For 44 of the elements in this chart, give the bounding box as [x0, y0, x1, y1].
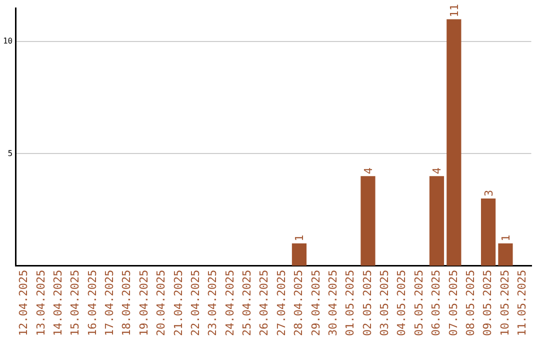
bar — [480, 198, 496, 266]
bar — [360, 176, 376, 266]
bar — [446, 19, 462, 266]
x-tick-label: 22.04.2025 — [188, 270, 202, 336]
x-tick-label: 06.05.2025 — [430, 270, 443, 336]
x-tick-label: 25.04.2025 — [240, 270, 254, 336]
x-tick-label: 07.05.2025 — [446, 270, 460, 336]
x-tick-label: 29.04.2025 — [309, 270, 322, 336]
data-label: 1 — [293, 234, 306, 242]
x-tick-label: 09.05.2025 — [481, 270, 494, 336]
bar — [429, 176, 444, 266]
x-tick-label: 16.04.2025 — [86, 270, 99, 336]
bar — [292, 243, 307, 266]
x-tick-label: 11.05.2025 — [516, 270, 529, 336]
x-tick-label: 14.04.2025 — [51, 270, 64, 336]
x-tick-label: 23.04.2025 — [206, 270, 220, 336]
x-tick-label: 27.04.2025 — [274, 270, 288, 336]
x-tick-label: 19.04.2025 — [137, 270, 150, 336]
data-label: 4 — [362, 167, 375, 174]
x-tick-label: 30.04.2025 — [326, 270, 340, 336]
y-tick-label: 10 — [2, 36, 13, 46]
x-tick-label: 05.05.2025 — [412, 270, 426, 336]
x-tick-label: 02.05.2025 — [360, 270, 374, 336]
x-tick-label: 12.04.2025 — [17, 270, 30, 336]
data-label: 1 — [499, 234, 512, 242]
bar — [498, 243, 513, 266]
x-tick-label: 03.05.2025 — [378, 270, 392, 336]
x-tick-label: 17.04.2025 — [103, 270, 116, 336]
data-label: 3 — [482, 190, 496, 197]
y-tick-label: 5 — [8, 148, 13, 158]
x-tick-label: 26.04.2025 — [258, 270, 271, 336]
data-label: 11 — [448, 4, 461, 18]
x-tick-label: 08.05.2025 — [464, 270, 477, 336]
x-tick-label: 21.04.2025 — [172, 270, 185, 336]
x-tick-label: 04.05.2025 — [395, 270, 408, 336]
data-label: 4 — [430, 167, 444, 174]
x-tick-label: 13.04.2025 — [34, 270, 48, 336]
x-tick-label: 20.04.2025 — [154, 270, 168, 336]
x-tick-label: 10.05.2025 — [498, 270, 512, 336]
x-tick-label: 01.05.2025 — [344, 270, 357, 336]
x-tick-label: 15.04.2025 — [68, 270, 82, 336]
x-tick-label: 28.04.2025 — [292, 270, 306, 336]
x-tick-label: 18.04.2025 — [120, 270, 134, 336]
x-tick-label: 24.04.2025 — [223, 270, 236, 336]
